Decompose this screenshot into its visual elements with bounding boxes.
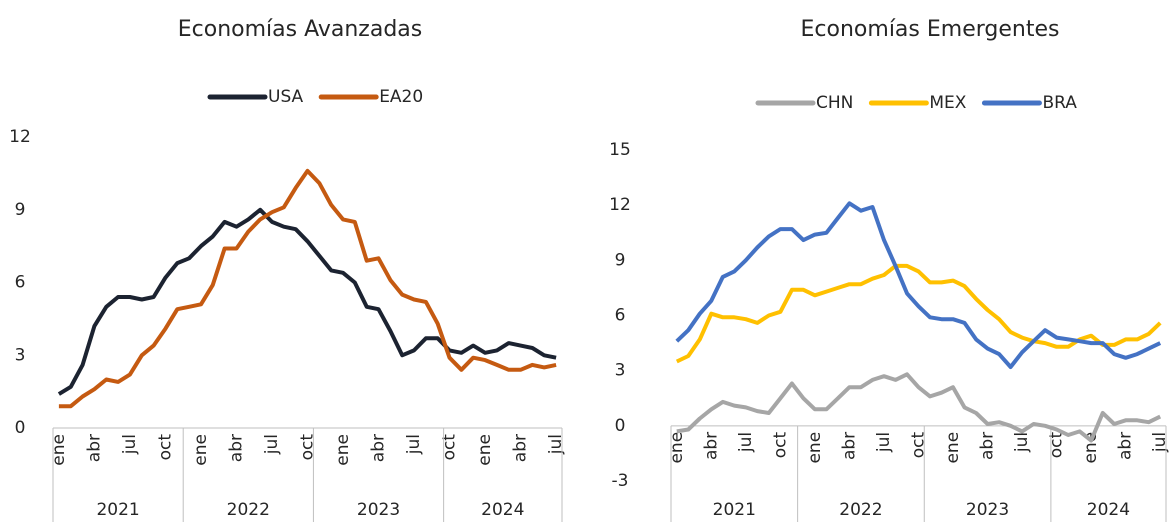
x-tick-label: jul — [1012, 432, 1032, 453]
y-tick-label: 9 — [615, 250, 626, 270]
x-tick-label: ene — [1081, 432, 1101, 464]
x-tick-label: jul — [736, 432, 756, 453]
y-tick-label: -3 — [612, 471, 629, 491]
y-tick-label: 9 — [15, 200, 26, 220]
x-tick-label: oct — [440, 434, 460, 461]
x-tick-label: oct — [770, 432, 790, 459]
group-label: 2024 — [1087, 500, 1130, 520]
x-tick-label: jul — [1150, 432, 1170, 453]
group-label: 2021 — [713, 500, 756, 520]
y-tick-label: 6 — [15, 273, 26, 293]
legend-label: BRA — [1042, 93, 1077, 113]
x-tick-label: ene — [191, 434, 211, 466]
x-tick-label: abr — [84, 434, 104, 462]
x-tick-label: ene — [667, 432, 687, 464]
y-tick-label: 12 — [609, 195, 631, 215]
legend-label: EA20 — [379, 87, 423, 107]
x-tick-label: abr — [978, 432, 998, 460]
group-label: 2022 — [227, 500, 270, 520]
y-tick-label: 3 — [15, 345, 26, 365]
y-tick-label: 15 — [609, 140, 631, 160]
series-line — [57, 207, 557, 396]
x-tick-label: jul — [546, 434, 566, 455]
x-tick-label: oct — [155, 434, 175, 461]
group-label: 2023 — [357, 500, 400, 520]
x-tick-label: oct — [1047, 432, 1067, 459]
y-tick-label: 3 — [615, 361, 626, 381]
y-tick-label: 0 — [615, 416, 626, 436]
group-label: 2023 — [966, 500, 1009, 520]
x-tick-label: abr — [511, 434, 531, 462]
group-label: 2024 — [481, 500, 524, 520]
x-tick-label: ene — [475, 434, 495, 466]
legend-label: USA — [268, 87, 304, 107]
x-tick-label: oct — [909, 432, 929, 459]
x-tick-label: ene — [49, 434, 69, 466]
series-line — [676, 372, 1162, 443]
y-tick-label: 6 — [615, 306, 626, 326]
x-tick-label: ene — [805, 432, 825, 464]
group-label: 2021 — [96, 500, 139, 520]
x-tick-label: jul — [874, 432, 894, 453]
series-line — [58, 168, 557, 409]
x-tick-label: ene — [333, 434, 353, 466]
x-tick-label: ene — [943, 432, 963, 464]
y-tick-label: 12 — [9, 127, 31, 147]
x-tick-label: abr — [226, 434, 246, 462]
y-tick-label: 0 — [15, 418, 26, 438]
x-tick-label: jul — [404, 434, 424, 455]
x-tick-label: oct — [298, 434, 318, 461]
x-tick-label: abr — [701, 432, 721, 460]
legend-label: CHN — [816, 93, 853, 113]
series-line — [675, 263, 1162, 364]
group-label: 2022 — [839, 500, 882, 520]
series-line — [675, 201, 1162, 369]
x-tick-label: jul — [120, 434, 140, 455]
x-tick-label: jul — [262, 434, 282, 455]
x-tick-label: abr — [369, 434, 389, 462]
x-tick-label: abr — [839, 432, 859, 460]
chart-title: Economías Avanzadas — [178, 17, 422, 42]
x-tick-label: abr — [1116, 432, 1136, 460]
chart-title: Economías Emergentes — [801, 17, 1060, 42]
legend-label: MEX — [929, 93, 966, 113]
